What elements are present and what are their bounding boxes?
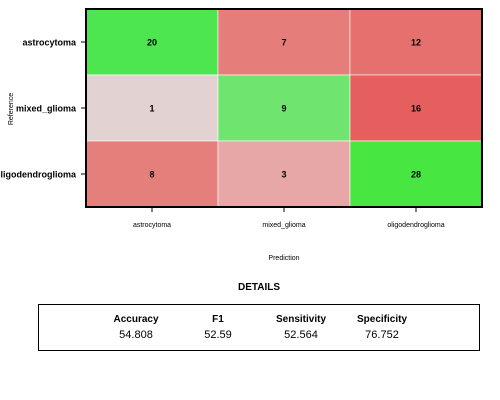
heatmap-cell xyxy=(217,8,351,76)
y-tick-label: oligodendroglioma xyxy=(0,170,77,180)
cell-value-label: 8 xyxy=(149,170,154,180)
metric-label: F1 xyxy=(212,314,224,325)
metric-specificity: Specificity 76.752 xyxy=(337,314,427,341)
metric-accuracy: Accuracy 54.808 xyxy=(91,314,181,341)
metric-value: 54.808 xyxy=(119,329,153,341)
metric-f1: F1 52.59 xyxy=(173,314,263,341)
metric-label: Accuracy xyxy=(113,314,159,325)
cell-value-label: 1 xyxy=(149,104,154,114)
x-tick-label: astrocytoma xyxy=(133,222,171,229)
cell-value-label: 28 xyxy=(411,170,421,180)
cell-value-label: 16 xyxy=(411,104,421,114)
metric-label: Sensitivity xyxy=(275,314,327,325)
heatmap-cell xyxy=(85,140,219,208)
y-axis-label: Reference xyxy=(8,93,15,125)
x-axis-label: Prediction xyxy=(268,255,299,262)
metric-value: 52.564 xyxy=(284,329,318,341)
x-tick-marks xyxy=(151,207,417,212)
heatmap-cell xyxy=(349,74,483,142)
metric-sensitivity: Sensitivity 52.564 xyxy=(256,314,346,341)
y-tick-marks xyxy=(81,41,86,175)
confusion-matrix-chart: 20 7 121 9 168 3 28 astrocytomamixed_gliomaoli… xyxy=(0,8,483,262)
heatmap-cell xyxy=(85,74,219,142)
details-title: DETAILS xyxy=(237,282,281,293)
cell-value-label: 7 xyxy=(281,38,286,48)
heatmap-cell xyxy=(217,140,351,208)
cell-value-label: 12 xyxy=(411,38,421,48)
cell-value-label: 3 xyxy=(281,170,286,180)
metric-value: 52.59 xyxy=(204,329,232,341)
cell-value-label: 20 xyxy=(147,38,157,48)
metric-label: Specificity xyxy=(356,314,408,325)
metric-value: 76.752 xyxy=(365,329,399,341)
y-tick-label: astrocytoma xyxy=(22,38,77,48)
x-tick-labels: astrocytoma mixed_glioma oligodendroglioma xyxy=(133,222,445,229)
heatmap-cell xyxy=(217,74,351,142)
cell-value-label: 9 xyxy=(281,104,286,114)
heatmap-cells: 20 7 12 1 9 16 8 3 28 xyxy=(85,8,483,208)
details-table: Accuracy 54.808 F1 52.59 Sensitivity 52.… xyxy=(38,304,480,351)
x-tick-label: mixed_glioma xyxy=(262,222,305,229)
x-tick-label: oligodendroglioma xyxy=(387,222,444,229)
y-tick-label: mixed_glioma xyxy=(16,104,77,114)
heatmap-cell xyxy=(85,8,219,76)
y-tick-labels: astrocytoma mixed_glioma oligodendroglioma xyxy=(0,38,77,180)
